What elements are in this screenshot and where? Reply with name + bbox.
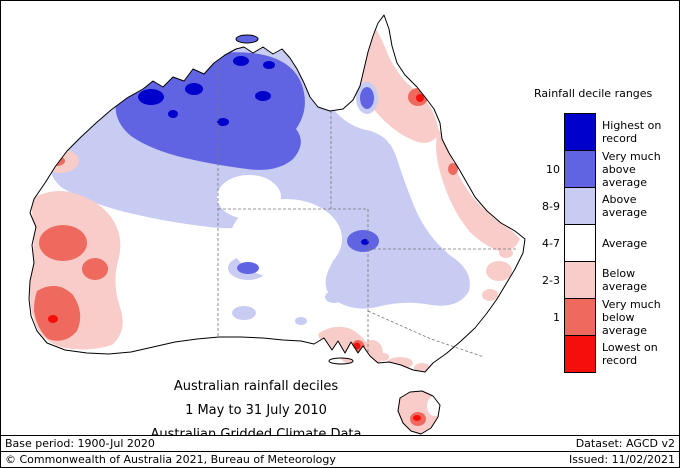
footer-row-1: Base period: 1900-Jul 2020 Dataset: AGCD… [1, 435, 679, 451]
caption-line-2: 1 May to 31 July 2010 [185, 403, 327, 418]
caption-line-1: Australian rainfall deciles [173, 379, 339, 394]
legend-row-lowest: Lowest on record [534, 335, 679, 373]
footer-row-2: © Commonwealth of Australia 2021, Bureau… [1, 451, 679, 467]
legend-label: Very much below average [602, 297, 661, 337]
legend-number: 1 [553, 310, 560, 324]
state-borders [217, 63, 518, 358]
legend-label: Lowest on record [602, 341, 658, 367]
legend-row-below: 2-3 Below average [534, 261, 679, 299]
legend-row-highest: Highest on record [534, 113, 679, 151]
legend-label: Very much above average [602, 149, 661, 189]
legend-row-very-much-above: 10 Very much above average [534, 149, 679, 189]
legend-row-average: 4-7 Average [534, 224, 679, 262]
legend-number: 8-9 [542, 199, 560, 213]
legend-row-very-much-below: 1 Very much below average [534, 297, 679, 337]
legend-number: 10 [546, 162, 560, 176]
issued-text: Issued: 11/02/2021 [568, 453, 675, 466]
legend-row-above: 8-9 Above average [534, 187, 679, 225]
base-period-text: Base period: 1900-Jul 2020 [5, 437, 155, 450]
legend-swatch-above-average [564, 187, 596, 225]
australia-map [28, 14, 526, 435]
legend-label: Below average [602, 267, 648, 293]
legend-swatch-very-much-below-average [564, 298, 596, 336]
legend-label: Average [602, 236, 648, 250]
legend-swatch-lowest-on-record [564, 335, 596, 373]
legend-swatch-below-average [564, 261, 596, 299]
legend-label: Highest on record [602, 119, 662, 145]
coastline [28, 14, 526, 435]
legend-swatch-average [564, 224, 596, 262]
legend-number: 2-3 [542, 273, 560, 287]
copyright-text: © Commonwealth of Australia 2021, Bureau… [5, 453, 336, 466]
dataset-text: Dataset: AGCD v2 [575, 437, 675, 450]
legend-swatch-very-much-above-average [564, 150, 596, 188]
legend-number: 4-7 [542, 236, 560, 250]
legend-title: Rainfall decile ranges [534, 87, 653, 100]
rainfall-decile-legend: Rainfall decile ranges Highest on record… [534, 87, 679, 373]
legend-swatch-highest-on-record [564, 113, 596, 151]
legend-label: Above average [602, 193, 648, 219]
